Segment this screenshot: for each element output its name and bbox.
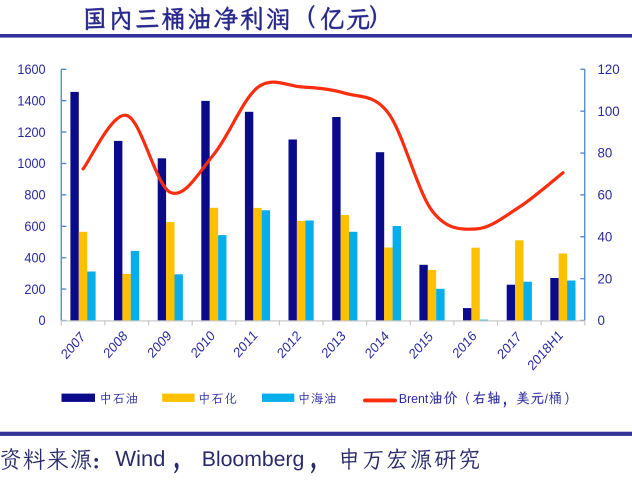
svg-text:120: 120 (598, 61, 620, 77)
svg-text:400: 400 (24, 249, 45, 265)
svg-text:1400: 1400 (17, 92, 45, 108)
svg-text:0: 0 (39, 312, 46, 328)
svg-text:60: 60 (598, 187, 613, 203)
svg-text:1000: 1000 (17, 155, 45, 171)
svg-text:40: 40 (598, 229, 613, 245)
svg-text:800: 800 (24, 187, 45, 203)
svg-text:1600: 1600 (17, 61, 45, 77)
svg-text:200: 200 (24, 281, 45, 297)
svg-text:600: 600 (24, 218, 45, 234)
svg-text:20: 20 (598, 270, 613, 286)
svg-text:100: 100 (598, 103, 620, 119)
svg-text:80: 80 (598, 145, 613, 161)
svg-text:0: 0 (598, 312, 606, 328)
svg-text:1200: 1200 (17, 124, 45, 140)
